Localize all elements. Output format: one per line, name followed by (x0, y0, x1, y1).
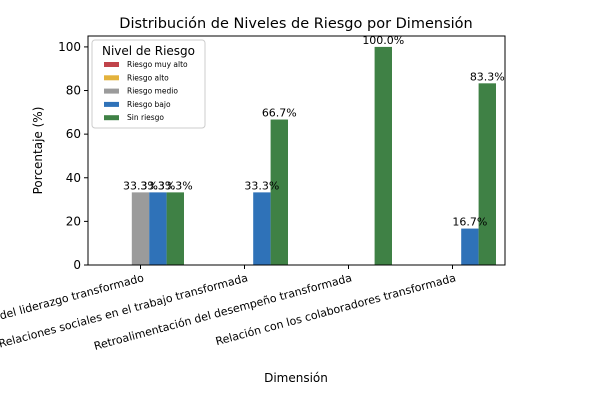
y-tick-label: 60 (66, 127, 81, 141)
bar-value-label: 16.7% (452, 216, 487, 229)
y-tick-label: 80 (66, 84, 81, 98)
legend-item-label: Riesgo alto (127, 73, 169, 82)
bar-value-label: 83.3% (470, 70, 505, 83)
y-tick-label: 40 (66, 171, 81, 185)
y-tick-label: 0 (73, 258, 81, 272)
bar-value-label: 33.3% (244, 179, 279, 192)
legend-swatch (104, 115, 119, 121)
bar-riesgo-bajo (461, 228, 479, 265)
legend-swatch (104, 101, 119, 107)
y-tick-label: 20 (66, 214, 81, 228)
bar-sin-riesgo (374, 46, 392, 266)
bar-riesgo-medio (131, 192, 150, 265)
legend-item-label: Sin riesgo (127, 113, 164, 122)
legend-swatch (104, 88, 119, 94)
bar-value-label: 100.0% (362, 34, 404, 47)
plot-frame (87, 35, 506, 266)
bars-layer (131, 46, 496, 266)
bar-value-label: 33.3% (123, 179, 158, 192)
bar-riesgo-bajo (253, 192, 271, 265)
legend: Nivel de Riesgo Riesgo muy alto Riesgo alt… (91, 39, 206, 129)
data-labels-layer: 33.3%33.3%33.3% 33.3%66.7%100.0%16.7%83.3… (123, 34, 505, 229)
bar-sin-riesgo (270, 119, 288, 265)
x-axis-label: Dimensión (264, 371, 328, 385)
legend-item-label: Riesgo medio (127, 87, 178, 96)
bar-sin-riesgo (478, 83, 496, 266)
bar-value-label: 66.7% (262, 107, 297, 120)
legend-swatch (104, 62, 119, 67)
y-axis-label: Porcentaje (%) (31, 107, 45, 195)
y-axis: 0 20 40 60 80 100 (58, 40, 88, 272)
legend-title: Nivel de Riesgo (102, 44, 195, 58)
legend-swatch (104, 75, 119, 81)
bar-value-label: 33.3% (140, 179, 175, 192)
chart-title: Distribución de Niveles de Riesgo por Di… (119, 16, 472, 32)
legend-item-label: Riesgo bajo (127, 100, 171, 109)
bar-riesgo-bajo (149, 192, 167, 265)
legend-item-label: Riesgo muy alto (127, 60, 188, 69)
bar-value-label: 33.3% (158, 179, 193, 192)
legend-box (91, 39, 206, 129)
bar-sin-riesgo (166, 192, 184, 265)
x-axis: Características del liderazgo transforma… (0, 265, 457, 353)
y-tick-label: 100 (58, 40, 81, 54)
